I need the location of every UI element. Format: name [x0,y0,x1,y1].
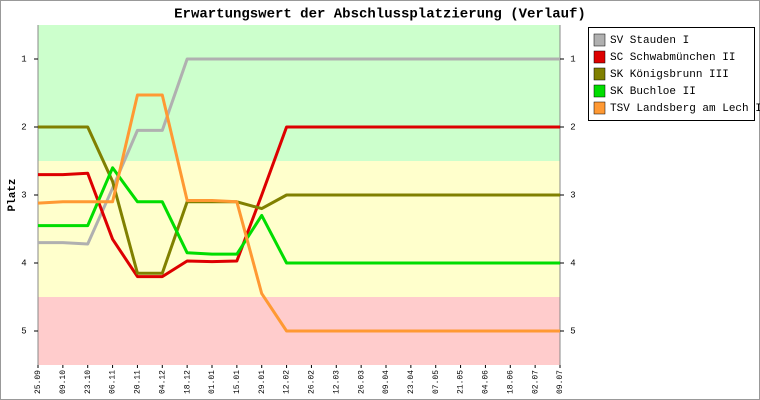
series-line [38,57,560,246]
series-line [38,125,560,279]
x-tick-label: 23.04 [407,370,416,394]
y-tick-label: 5 [21,326,26,336]
series-line [37,93,560,333]
band [38,25,560,161]
x-tick-label: 29.01 [258,370,267,394]
legend-swatch [593,101,606,115]
y-tick-label: 2 [570,122,575,132]
x-tick-label: 12.03 [332,370,341,394]
series-line [38,125,560,275]
x-tick-label: 21.05 [457,370,466,394]
x-tick-label: 09.07 [556,370,565,394]
x-tick-label: 15.01 [233,370,242,394]
legend-label: SV Stauden I [610,35,689,47]
legend-swatch [593,50,606,64]
x-tick-label: 18.12 [183,370,192,394]
y-axis-label: Platz [7,178,19,211]
x-tick-label: 06.11 [109,370,118,394]
y-tick-label: 4 [570,258,575,268]
x-tick-label: 23.10 [84,370,93,394]
x-tick-label: 07.05 [432,370,441,394]
x-tick-label: 04.12 [158,370,167,394]
x-tick-label: 26.02 [308,370,317,394]
legend-label: TSV Landsberg am Lech II [610,103,760,115]
x-tick-label: 04.06 [482,370,491,394]
x-tick-label: 09.10 [59,370,68,394]
y-tick-label: 3 [21,190,26,200]
x-tick-label: 20.11 [134,370,143,394]
legend-label: SK Königsbrunn III [610,69,729,81]
legend-box [588,27,755,121]
x-tick-label: 01.01 [208,370,217,394]
x-tick-label: 12.02 [283,370,292,394]
x-tick-label: 09.04 [382,370,391,394]
y-tick-label: 3 [570,190,575,200]
y-tick-label: 1 [21,54,26,64]
legend-label: SC Schwabmünchen II [610,52,735,64]
legend-swatch [593,33,606,47]
legend-label: SK Buchloe II [610,86,696,98]
chart-title: Erwartungswert der Abschlussplatzierung … [174,7,586,23]
x-tick-label: 26.03 [357,370,366,394]
legend-swatch [593,84,606,98]
x-tick-label: 02.07 [531,370,540,394]
y-tick-label: 1 [570,54,575,64]
y-tick-label: 4 [21,258,26,268]
series-line [38,166,560,265]
y-tick-label: 2 [21,122,26,132]
y-tick-label: 5 [570,326,575,336]
x-tick-label: 25.09 [34,370,43,394]
x-tick-label: 18.06 [506,370,515,394]
legend-swatch [593,67,606,81]
